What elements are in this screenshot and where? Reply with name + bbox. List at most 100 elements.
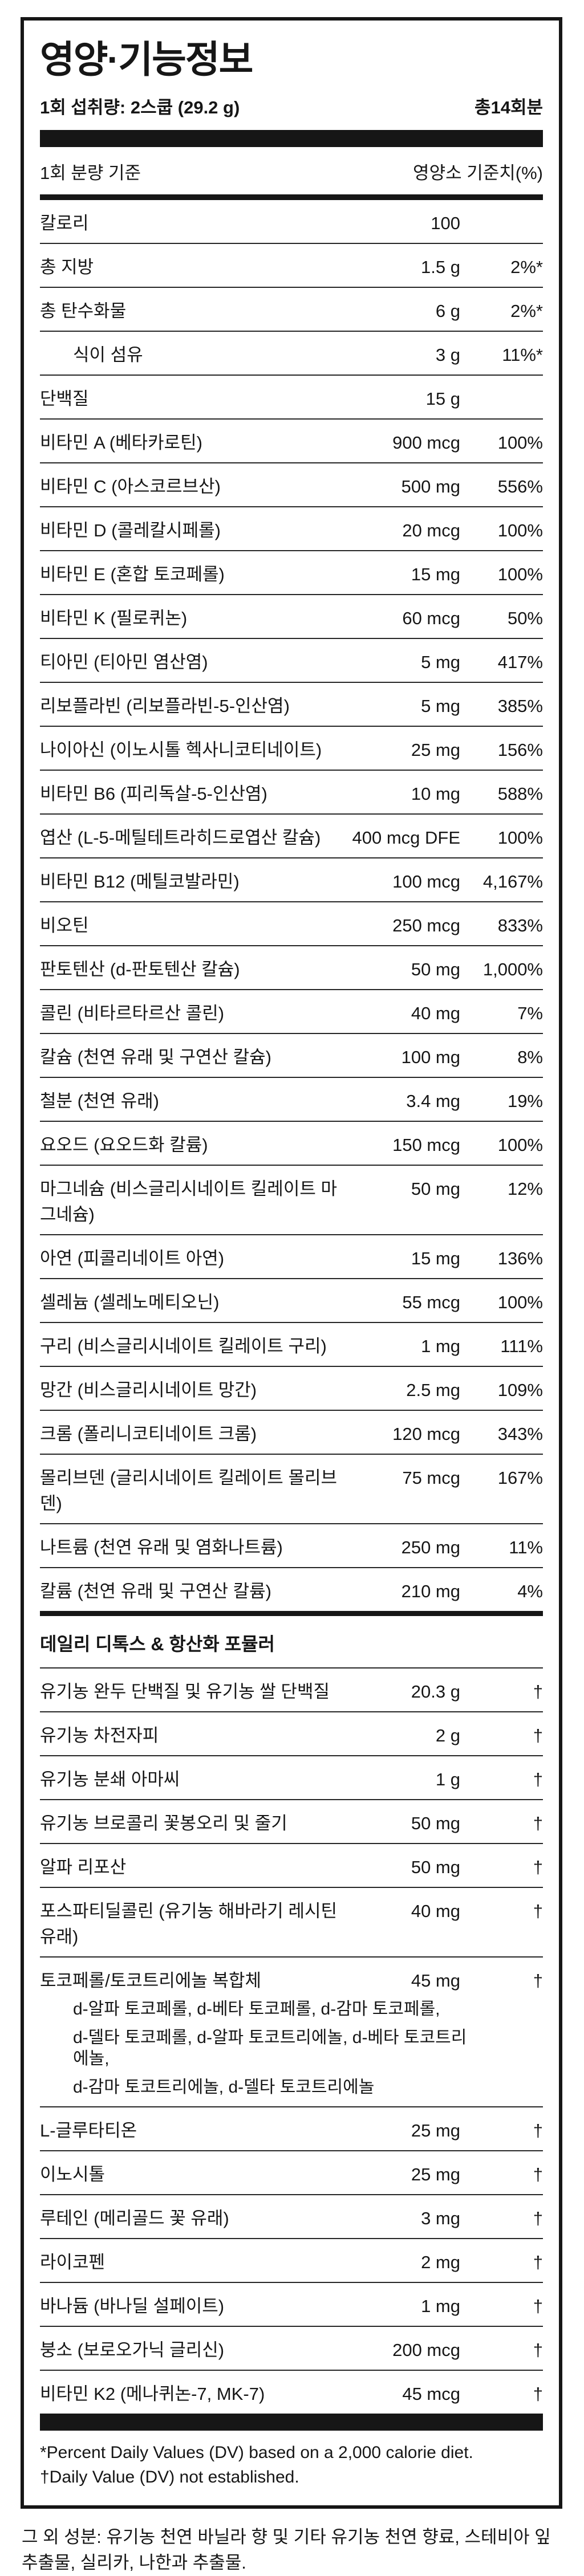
nutrient-amount: 100: [431, 213, 460, 234]
section2-title: 데일리 디톡스 & 항산화 포뮬러: [40, 1616, 543, 1669]
nutrient-daily-value: †: [533, 1682, 543, 1702]
nutrient-name: 나트륨 (천연 유래 및 염화나트륨): [40, 1537, 283, 1558]
footer-divider-bar: [40, 2414, 543, 2431]
nutrient-name: 비타민 B6 (피리독살-5-인산염): [40, 784, 267, 804]
divider-bar-thick: [40, 130, 543, 148]
table-row: L-글루타티온 25 mg †: [40, 2107, 543, 2152]
nutrient-name: 알파 리포산: [40, 1857, 127, 1878]
table-row-main: 유기농 분쇄 아마씨 1 g †: [40, 1765, 543, 1790]
column-headers: 1회 분량 기준 영양소 기준치(%): [40, 147, 543, 194]
nutrient-amount: 3.4 mg: [406, 1091, 460, 1112]
nutrient-name: 망간 (비스글리시네이트 망간): [40, 1380, 257, 1401]
nutrient-amount: 15 mg: [411, 1248, 460, 1269]
nutrient-daily-value: 11%: [509, 1537, 543, 1558]
nutrient-amount: 400 mcg DFE: [352, 828, 460, 848]
nutrient-daily-value: †: [533, 1769, 543, 1790]
footnotes: *Percent Daily Values (DV) based on a 2,…: [40, 2431, 543, 2489]
nutrient-name: 비타민 C (아스코르브산): [40, 477, 221, 497]
nutrient-amount: 45 mg: [411, 1971, 460, 1991]
nutrient-amount: 120 mcg: [392, 1424, 460, 1444]
table-row: 루테인 (메리골드 꽃 유래) 3 mg †: [40, 2195, 543, 2240]
table-row-main: 비타민 C (아스코르브산) 500 mg 556%: [40, 472, 543, 498]
nutrient-name: 칼륨 (천연 유래 및 구연산 칼륨): [40, 1581, 271, 1602]
nutrient-name: 비타민 D (콜레칼시페롤): [40, 520, 221, 541]
nutrient-name: 비타민 B12 (메틸코발라민): [40, 872, 240, 892]
nutrient-daily-value: 100%: [497, 1135, 543, 1155]
nutrient-daily-value: †: [533, 2164, 543, 2185]
nutrient-daily-value: 833%: [497, 915, 543, 936]
nutrient-daily-value: †: [533, 1813, 543, 1834]
nutrient-daily-value: 385%: [497, 696, 543, 717]
table-row: 라이코펜 2 mg †: [40, 2239, 543, 2284]
nutrient-daily-value: 4,167%: [482, 872, 543, 892]
table-row: 엽산 (L-5-메틸테트라히드로엽산 칼슘) 400 mcg DFE 100%: [40, 815, 543, 859]
nutrient-amount: 2 mg: [421, 2252, 460, 2273]
table-row: 아연 (피콜리네이트 아연) 15 mg 136%: [40, 1235, 543, 1280]
table-row-main: 유기농 차전자피 2 g †: [40, 1721, 543, 1747]
nutrient-daily-value: 2%*: [510, 301, 543, 322]
table-row-main: 칼륨 (천연 유래 및 구연산 칼륨) 210 mg 4%: [40, 1577, 543, 1602]
table-row-main: L-글루타티온 25 mg †: [40, 2116, 543, 2142]
nutrient-name: 포스파티딜콜린 (유기농 해바라기 레시틴 유래): [40, 1901, 338, 1947]
table-row-main: 요오드 (요오드화 칼륨) 150 mcg 100%: [40, 1130, 543, 1156]
nutrient-amount: 75 mcg: [402, 1468, 460, 1488]
nutrient-amount: 50 mg: [411, 1179, 460, 1199]
divider-bar-medium: [40, 194, 543, 201]
nutrient-daily-value: 2%*: [510, 257, 543, 278]
nutrient-amount: 1 mg: [421, 1336, 460, 1357]
nutrient-name: L-글루타티온: [40, 2121, 137, 2141]
table-row: 칼슘 (천연 유래 및 구연산 칼슘) 100 mg 8%: [40, 1034, 543, 1079]
table-row-main: 토코페롤/토코트리에놀 복합체 45 mg †: [40, 1966, 543, 1992]
table-row: 나이아신 (이노시톨 헥사니코티네이트) 25 mg 156%: [40, 727, 543, 771]
nutrient-name: 총 탄수화물: [40, 301, 127, 322]
nutrient-table: 칼로리 100 총 지방 1.5 g 2%* 총 탄수화물 6 g 2%* 식이 섬유 3 g 11…: [40, 200, 543, 1611]
nutrient-amount: 150 mcg: [392, 1135, 460, 1155]
nutrient-name: 콜린 (비타르타르산 콜린): [40, 1003, 225, 1024]
table-row: 식이 섬유 3 g 11%*: [40, 332, 543, 376]
nutrient-amount: 15 g: [425, 389, 460, 409]
table-row-main: 티아민 (티아민 염산염) 5 mg 417%: [40, 648, 543, 673]
col-header-daily-value: 영양소 기준치(%): [413, 163, 543, 184]
table-row: 철분 (천연 유래) 3.4 mg 19%: [40, 1078, 543, 1122]
table-row: 리보플라빈 (리보플라빈-5-인산염) 5 mg 385%: [40, 683, 543, 727]
table-row: 비타민 K (필로퀴논) 60 mcg 50%: [40, 595, 543, 640]
nutrient-daily-value: 100%: [497, 828, 543, 848]
table-row: 이노시톨 25 mg †: [40, 2151, 543, 2196]
table-row: 바나듐 (바나딜 설페이트) 1 mg †: [40, 2283, 543, 2327]
table-row-main: 비타민 B12 (메틸코발라민) 100 mcg 4,167%: [40, 867, 543, 893]
table-row-main: 칼슘 (천연 유래 및 구연산 칼슘) 100 mg 8%: [40, 1043, 543, 1068]
footnote-not-established: †Daily Value (DV) not established.: [40, 2467, 299, 2487]
table-row-main: 칼로리 100: [40, 209, 543, 234]
nutrient-name: 유기농 분쇄 아마씨: [40, 1769, 180, 1790]
table-row-main: 총 지방 1.5 g 2%*: [40, 253, 543, 278]
nutrient-name: 토코페롤/토코트리에놀 복합체: [40, 1971, 261, 1991]
nutrient-amount: 25 mg: [411, 2121, 460, 2141]
nutrient-name: 비타민 K (필로퀴논): [40, 608, 188, 629]
nutrient-amount: 60 mcg: [402, 608, 460, 629]
nutrient-daily-value: †: [533, 2384, 543, 2404]
table-row: 유기농 차전자피 2 g †: [40, 1712, 543, 1757]
nutrient-name: 요오드 (요오드화 칼륨): [40, 1135, 208, 1155]
table-row: 크롬 (폴리니코티네이트 크롬) 120 mcg 343%: [40, 1411, 543, 1455]
table-row: 셀레늄 (셀레노메티오닌) 55 mcg 100%: [40, 1279, 543, 1324]
nutrient-amount: 40 mg: [411, 1003, 460, 1024]
nutrient-amount: 2 g: [435, 1726, 460, 1746]
table-row-main: 엽산 (L-5-메틸테트라히드로엽산 칼슘) 400 mcg DFE 100%: [40, 823, 543, 849]
table-row-main: 단백질 15 g: [40, 384, 543, 410]
nutrient-amount: 40 mg: [411, 1901, 460, 1922]
table-row-main: 마그네슘 (비스글리시네이트 킬레이트 마그네슘) 50 mg 12%: [40, 1174, 543, 1226]
nutrient-amount: 250 mg: [401, 1537, 460, 1558]
table-row-main: 망간 (비스글리시네이트 망간) 2.5 mg 109%: [40, 1376, 543, 1401]
nutrient-amount: 500 mg: [401, 477, 460, 497]
serving-size: 1회 섭취량: 2스쿱 (29.2 g): [40, 97, 240, 118]
serving-info: 1회 섭취량: 2스쿱 (29.2 g) 총14회분: [40, 93, 543, 119]
table-row: 총 지방 1.5 g 2%*: [40, 244, 543, 288]
nutrient-name: 비오틴: [40, 915, 89, 936]
nutrient-daily-value: 100%: [497, 1292, 543, 1313]
nutrient-amount: 50 mg: [411, 1857, 460, 1878]
table-row: 토코페롤/토코트리에놀 복합체 45 mg † d-알파 토코페롤, d-베타 토코페…: [40, 1958, 543, 2108]
nutrient-daily-value: 136%: [497, 1248, 543, 1269]
nutrient-amount: 45 mcg: [402, 2384, 460, 2404]
nutrient-subline: d-감마 토코트리에놀, d-델타 토코트리에놀: [73, 2077, 375, 2097]
nutrient-name: 비타민 A (베타카로틴): [40, 433, 202, 453]
